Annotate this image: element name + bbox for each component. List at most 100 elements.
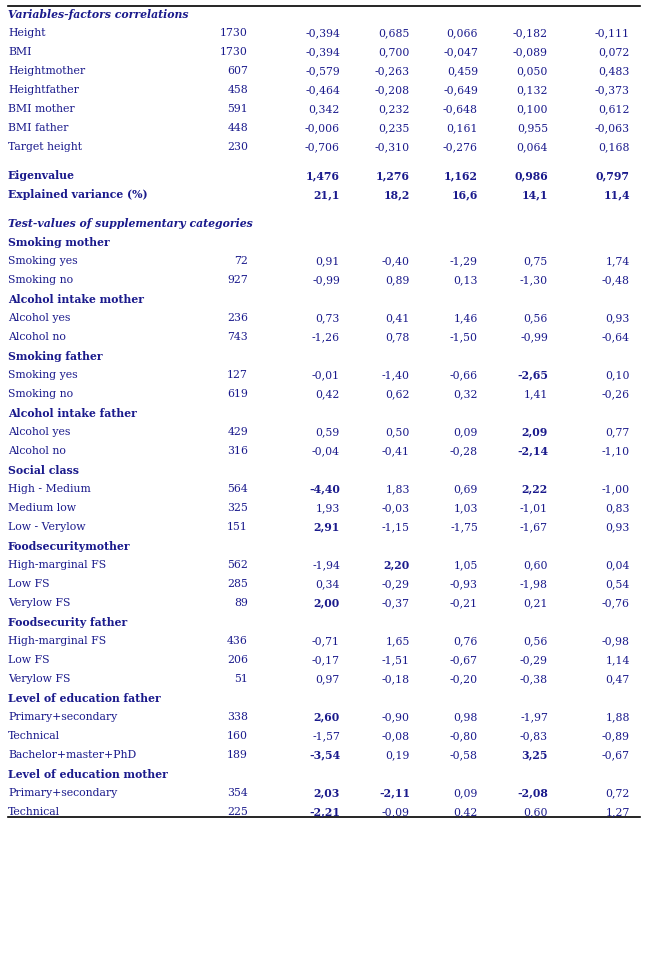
Text: Primary+secondary: Primary+secondary [8, 788, 117, 797]
Text: 16,6: 16,6 [452, 189, 478, 200]
Text: 562: 562 [227, 560, 248, 570]
Text: -1,30: -1,30 [520, 275, 548, 285]
Text: -1,50: -1,50 [450, 332, 478, 342]
Text: 21,1: 21,1 [314, 189, 340, 200]
Text: 0,50: 0,50 [386, 427, 410, 437]
Text: 1,88: 1,88 [605, 712, 630, 722]
Text: 0,89: 0,89 [386, 275, 410, 285]
Text: -0,99: -0,99 [520, 332, 548, 342]
Text: -0,28: -0,28 [450, 446, 478, 456]
Text: Alcohol yes: Alcohol yes [8, 427, 71, 437]
Text: 2,00: 2,00 [314, 598, 340, 609]
Text: -0,276: -0,276 [443, 142, 478, 152]
Text: 1730: 1730 [220, 28, 248, 38]
Text: 436: 436 [227, 635, 248, 646]
Text: High-marginal FS: High-marginal FS [8, 635, 106, 646]
Text: 0,986: 0,986 [515, 171, 548, 182]
Text: -4,40: -4,40 [309, 484, 340, 495]
Text: -1,29: -1,29 [450, 256, 478, 265]
Text: 0,050: 0,050 [516, 65, 548, 76]
Text: 0,73: 0,73 [316, 313, 340, 323]
Text: 0,09: 0,09 [454, 788, 478, 797]
Text: 1,83: 1,83 [386, 484, 410, 494]
Text: -0,93: -0,93 [450, 579, 478, 589]
Text: -0,394: -0,394 [305, 47, 340, 57]
Text: 285: 285 [227, 579, 248, 589]
Text: -0,01: -0,01 [312, 370, 340, 380]
Text: 189: 189 [227, 750, 248, 760]
Text: 2,91: 2,91 [314, 522, 340, 533]
Text: 0,93: 0,93 [606, 313, 630, 323]
Text: Heightfather: Heightfather [8, 85, 79, 95]
Text: 0,60: 0,60 [524, 807, 548, 817]
Text: Smoking yes: Smoking yes [8, 256, 78, 265]
Text: 1,27: 1,27 [606, 807, 630, 817]
Text: Eigenvalue: Eigenvalue [8, 171, 75, 182]
Text: -0,48: -0,48 [602, 275, 630, 285]
Text: 0,072: 0,072 [599, 47, 630, 57]
Text: 354: 354 [227, 788, 248, 797]
Text: 607: 607 [227, 65, 248, 76]
Text: 0,04: 0,04 [606, 560, 630, 570]
Text: -0,40: -0,40 [382, 256, 410, 265]
Text: 0,459: 0,459 [447, 65, 478, 76]
Text: 236: 236 [227, 313, 248, 323]
Text: Smoking no: Smoking no [8, 275, 73, 285]
Text: Medium low: Medium low [8, 503, 76, 512]
Text: -2,11: -2,11 [379, 788, 410, 798]
Text: 0,78: 0,78 [386, 332, 410, 342]
Text: 0,32: 0,32 [454, 388, 478, 399]
Text: -0,64: -0,64 [602, 332, 630, 342]
Text: 1,03: 1,03 [454, 503, 478, 512]
Text: -2,21: -2,21 [309, 807, 340, 818]
Text: 325: 325 [227, 503, 248, 512]
Text: -0,04: -0,04 [312, 446, 340, 456]
Text: 0,09: 0,09 [454, 427, 478, 437]
Text: 0,60: 0,60 [524, 560, 548, 570]
Text: 0,34: 0,34 [316, 579, 340, 589]
Text: 1,41: 1,41 [524, 388, 548, 399]
Text: 0,59: 0,59 [316, 427, 340, 437]
Text: -0,08: -0,08 [382, 731, 410, 741]
Text: 0,700: 0,700 [378, 47, 410, 57]
Text: 0,064: 0,064 [516, 142, 548, 152]
Text: 51: 51 [234, 673, 248, 684]
Text: 338: 338 [227, 712, 248, 722]
Text: 1,14: 1,14 [606, 655, 630, 665]
Text: 2,20: 2,20 [384, 560, 410, 571]
Text: 0,483: 0,483 [599, 65, 630, 76]
Text: -1,97: -1,97 [520, 712, 548, 722]
Text: -0,089: -0,089 [513, 47, 548, 57]
Text: 1730: 1730 [220, 47, 248, 57]
Text: -1,75: -1,75 [450, 522, 478, 532]
Text: -0,394: -0,394 [305, 28, 340, 38]
Text: -0,063: -0,063 [595, 123, 630, 133]
Text: 72: 72 [234, 256, 248, 265]
Text: -0,263: -0,263 [375, 65, 410, 76]
Text: Explained variance (%): Explained variance (%) [8, 189, 148, 200]
Text: -0,03: -0,03 [382, 503, 410, 512]
Text: 0,77: 0,77 [606, 427, 630, 437]
Text: -0,38: -0,38 [520, 673, 548, 684]
Text: 927: 927 [227, 275, 248, 285]
Text: 0,93: 0,93 [606, 522, 630, 532]
Text: 206: 206 [227, 655, 248, 665]
Text: -0,76: -0,76 [602, 598, 630, 608]
Text: Foodsecuritymother: Foodsecuritymother [8, 541, 131, 551]
Text: -0,66: -0,66 [450, 370, 478, 380]
Text: 0,91: 0,91 [316, 256, 340, 265]
Text: Smoking yes: Smoking yes [8, 370, 78, 380]
Text: Verylow FS: Verylow FS [8, 598, 71, 608]
Text: 0,10: 0,10 [605, 370, 630, 380]
Text: -1,94: -1,94 [312, 560, 340, 570]
Text: High-marginal FS: High-marginal FS [8, 560, 106, 570]
Text: 0,62: 0,62 [386, 388, 410, 399]
Text: 0,132: 0,132 [516, 85, 548, 95]
Text: Social class: Social class [8, 465, 79, 476]
Text: 1,05: 1,05 [454, 560, 478, 570]
Text: 0,100: 0,100 [516, 103, 548, 114]
Text: BMI: BMI [8, 47, 32, 57]
Text: 0,235: 0,235 [378, 123, 410, 133]
Text: -0,58: -0,58 [450, 750, 478, 760]
Text: -0,67: -0,67 [450, 655, 478, 665]
